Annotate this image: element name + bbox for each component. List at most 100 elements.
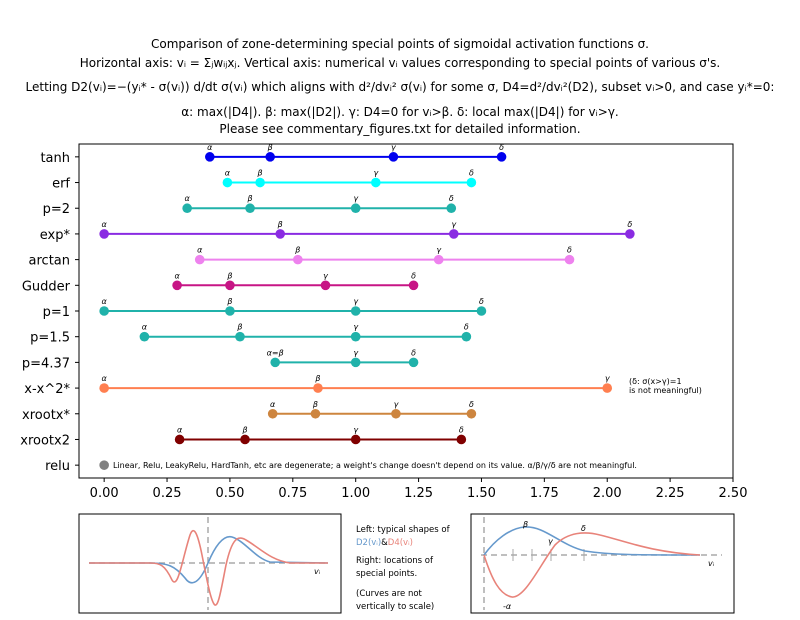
point-marker (240, 434, 250, 445)
point-marker (194, 254, 205, 265)
point-marker (350, 306, 361, 316)
middle-legend-text: Left: typical shapes of D2(vᵢ)&D4(vᵢ) Ri… (356, 525, 451, 612)
point-marker (293, 254, 303, 265)
point-label: β (241, 425, 247, 434)
point-label: β (246, 194, 252, 203)
relu-note: Linear, Relu, LeakyRelu, HardTanh, etc a… (113, 461, 637, 470)
point-label: δ (449, 194, 454, 203)
point-marker (391, 408, 401, 419)
x-tick-label: 2.25 (656, 486, 685, 501)
middle-text-line2: D2(vᵢ)&D4(vᵢ) (356, 538, 413, 548)
y-tick-label: relu (45, 459, 70, 474)
y-tick-label: erf (52, 177, 70, 192)
point-label: δ (479, 297, 484, 306)
point-label: β (314, 374, 320, 383)
title-line-1: Comparison of zone-determining special p… (151, 37, 649, 51)
title-line-2: Horizontal axis: vᵢ = Σⱼwᵢⱼxⱼ. Vertical … (79, 56, 721, 70)
y-tick-label: p=1.5 (30, 331, 70, 346)
point-label: α (102, 220, 108, 229)
point-marker (602, 383, 613, 393)
point-label: γ (605, 374, 611, 383)
point-label: β (294, 246, 300, 255)
point-label: β (277, 220, 283, 229)
x-tick-label: 1.75 (530, 486, 559, 501)
point-marker (446, 203, 457, 214)
x-tick-label: 2.00 (593, 486, 622, 501)
point-label: γ (353, 323, 359, 332)
point-label: α (102, 297, 108, 306)
point-label: γ (373, 169, 379, 178)
point-marker (371, 177, 381, 188)
point-label: β (236, 323, 242, 332)
point-label: α (174, 271, 180, 280)
y-tick-label: Gudder (22, 279, 71, 294)
point-label: γ (436, 246, 442, 255)
point-marker (476, 306, 487, 316)
point-marker (310, 408, 321, 419)
point-marker (448, 229, 459, 239)
point-label: β (226, 297, 232, 306)
point-label: α (197, 246, 203, 255)
point-marker (205, 152, 215, 162)
xx2-note-line2: is not meaningful) (629, 386, 702, 395)
inset-right-gamma: γ (548, 537, 554, 546)
x-tick-label: 1.00 (341, 486, 370, 501)
point-marker (350, 203, 361, 214)
inset-right-xlabel: vᵢ (708, 559, 715, 568)
point-marker (235, 331, 245, 342)
inset-right-beta: β (522, 520, 528, 529)
point-marker (255, 177, 265, 188)
point-marker (245, 203, 255, 214)
point-marker (172, 280, 182, 291)
point-label: β (312, 400, 318, 409)
point-marker (265, 152, 275, 162)
point-label: β (226, 271, 232, 280)
point-marker (625, 229, 635, 239)
point-label: γ (391, 143, 397, 152)
point-marker (225, 280, 235, 291)
point-marker (99, 383, 109, 393)
middle-text-d2: D2(vᵢ) (356, 538, 381, 548)
point-label: γ (353, 194, 359, 203)
point-label: α (207, 143, 213, 152)
point-marker (99, 229, 109, 239)
point-label: δ (459, 425, 464, 434)
y-tick-label: xrootx* (22, 408, 70, 423)
point-label: δ (469, 400, 474, 409)
inset-right-delta: δ (581, 524, 586, 533)
xx2-note-line1: (δ: σ(x>γ)=1 (629, 377, 682, 386)
point-marker (433, 254, 444, 265)
middle-text-line3: Right: locations of (356, 556, 434, 566)
middle-text-d4: D4(vᵢ) (388, 538, 413, 548)
point-marker (225, 306, 235, 316)
point-label: β (267, 143, 273, 152)
point-marker (466, 177, 477, 188)
point-marker (496, 152, 507, 162)
middle-text-line1: Left: typical shapes of (356, 525, 451, 535)
point-label: γ (323, 271, 329, 280)
middle-text-amp: & (381, 538, 388, 548)
d4-curve-right (483, 532, 701, 598)
d4-curve (89, 529, 328, 606)
point-marker (350, 434, 361, 445)
title-line-5: Please see commentary_figures.txt for de… (219, 122, 581, 136)
point-label: α=β (267, 348, 284, 357)
point-marker (99, 460, 109, 470)
point-marker (267, 408, 278, 419)
x-tick-label: 1.50 (467, 486, 496, 501)
point-marker (408, 357, 419, 368)
y-tick-label: tanh (40, 151, 70, 166)
point-marker (313, 383, 323, 393)
y-tick-label: arctan (29, 254, 70, 269)
point-label: γ (353, 425, 359, 434)
title-line-3: Letting D2(vᵢ)=−(yᵢ* - σ(vᵢ)) d/dt σ(vᵢ)… (25, 80, 775, 94)
point-marker (350, 331, 361, 342)
point-marker (408, 280, 419, 291)
point-label: δ (627, 220, 632, 229)
title-line-4: α: max(|D4|). β: max(|D2|). γ: D4=0 for … (181, 105, 619, 119)
middle-text-line4: special points. (356, 569, 417, 579)
point-label: α (185, 194, 191, 203)
point-label: α (177, 425, 183, 434)
inset-right-alpha: -α (503, 602, 512, 611)
